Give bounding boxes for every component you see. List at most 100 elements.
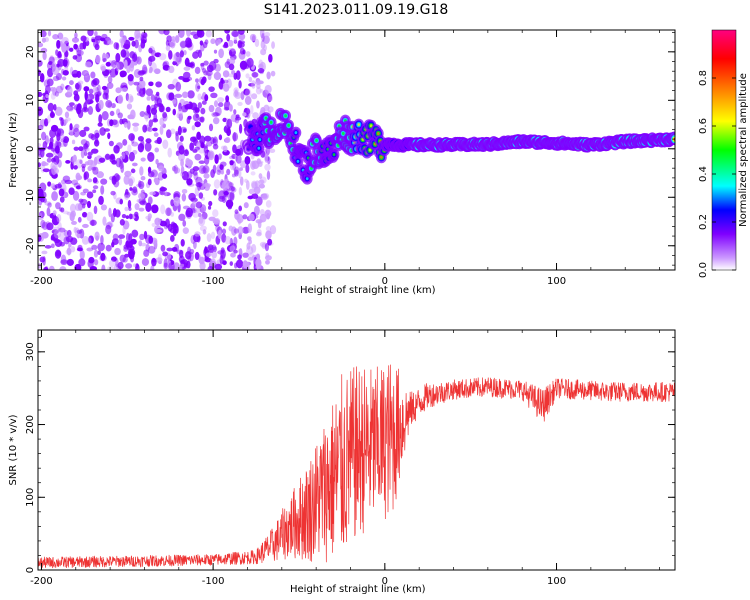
spectrogram-noise-speck xyxy=(208,86,215,92)
spectrogram-noise-speck xyxy=(165,45,171,51)
spectrogram-noise-speck xyxy=(113,42,119,50)
spectrogram-noise-speck xyxy=(213,189,218,196)
spectrogram-noise-speck xyxy=(178,113,184,121)
spectrogram-noise-speck xyxy=(147,245,156,254)
spectrogram-noise-speck xyxy=(222,145,228,153)
spectrogram-noise-speck xyxy=(204,155,210,165)
spectrogram-noise-speck xyxy=(203,173,210,179)
spectrogram-noise-speck xyxy=(261,33,265,42)
spectrogram-noise-speck xyxy=(119,118,124,125)
spectrogram-noise-speck xyxy=(56,52,63,59)
spectrogram-noise-speck xyxy=(199,206,205,213)
snr-x-tick-label: -100 xyxy=(202,576,225,587)
spectrogram-noise-speck xyxy=(186,178,193,186)
spectrogram-noise-speck xyxy=(159,117,165,127)
spectrogram-noise-speck xyxy=(125,232,130,243)
spectrogram-noise-speck xyxy=(224,30,230,34)
spectrogram-noise-speck xyxy=(47,115,51,123)
spectrogram-noise-speck xyxy=(154,217,161,226)
spectrogram-noise-speck xyxy=(107,75,113,84)
spectrogram-noise-speck xyxy=(51,165,57,176)
spectrogram-noise-speck xyxy=(117,261,124,270)
spectrogram-noise-speck xyxy=(115,157,122,168)
spectrogram-noise-speck xyxy=(73,182,81,188)
spectrogram-noise-speck xyxy=(167,223,173,232)
spectrogram-noise-speck xyxy=(207,266,214,270)
spectrogram-noise-speck xyxy=(99,37,106,42)
spectrogram-noise-speck xyxy=(46,157,52,163)
spectrogram-x-tick-label: -100 xyxy=(202,276,225,287)
spectrogram-noise-speck xyxy=(217,102,224,108)
spectrogram-noise-speck xyxy=(90,71,96,79)
spectrogram-noise-speck xyxy=(80,191,86,196)
spectrogram-noise-speck xyxy=(47,202,52,208)
spectrogram-noise-speck xyxy=(52,87,57,96)
spectrogram-noise-speck xyxy=(55,250,62,257)
spectrogram-noise-speck xyxy=(130,168,136,174)
colorbar-ticks: 0.0 0.2 0.4 0.6 0.8 xyxy=(698,70,736,278)
spectrogram-noise-speck xyxy=(215,106,222,117)
spectrogram-noise-speck xyxy=(242,214,248,220)
spectrogram-noise-speck xyxy=(228,104,233,112)
spectrogram-signal-mark xyxy=(284,114,287,118)
spectrogram-noise-speck xyxy=(183,149,190,157)
spectrogram-noise-speck xyxy=(127,176,136,184)
spectrogram-noise-speck xyxy=(209,258,216,265)
spectrogram-noise-speck xyxy=(97,84,101,93)
spectrogram-noise-speck xyxy=(59,232,65,241)
spectrogram-noise-speck xyxy=(113,145,120,154)
spectrogram-noise-speck xyxy=(153,177,159,183)
spectrogram-noise-speck xyxy=(148,81,154,87)
spectrogram-noise-speck xyxy=(88,133,94,139)
spectrogram-noise-speck xyxy=(221,233,227,243)
spectrogram-noise-speck xyxy=(128,213,133,220)
spectrogram-noise-speck xyxy=(180,238,185,247)
spectrogram-noise-speck xyxy=(178,75,185,80)
spectrogram-noise-speck xyxy=(97,250,101,255)
spectrogram-noise-speck xyxy=(38,106,44,116)
spectrogram-noise-speck xyxy=(207,73,212,81)
spectrogram-noise-speck xyxy=(265,200,272,208)
spectrogram-noise-speck xyxy=(235,148,242,156)
spectrogram-noise-speck xyxy=(224,190,229,198)
spectrogram-noise-speck xyxy=(129,187,133,191)
spectrogram-noise-speck xyxy=(83,86,90,92)
spectrogram-noise-speck xyxy=(51,191,58,202)
spectrogram-noise-speck xyxy=(226,33,231,42)
spectrogram-noise-speck xyxy=(200,78,206,86)
spectrogram-noise-speck xyxy=(177,152,185,162)
spectrogram-noise-speck xyxy=(261,194,268,201)
spectrogram-noise-speck xyxy=(91,79,98,88)
spectrogram-noise-speck xyxy=(42,197,47,203)
spectrogram-noise-speck xyxy=(38,142,42,148)
spectrogram-noise-speck xyxy=(248,188,255,195)
spectrogram-noise-speck xyxy=(55,106,63,116)
spectrogram-noise-speck xyxy=(92,189,97,194)
spectrogram-noise-speck xyxy=(125,92,129,101)
spectrogram-noise-speck xyxy=(205,30,212,38)
spectrogram-noise-speck xyxy=(126,120,131,130)
spectrogram-noise-speck xyxy=(38,91,41,98)
spectrogram-signal-mark xyxy=(357,123,361,127)
spectrogram-noise-speck xyxy=(48,60,53,66)
spectrogram-noise-speck xyxy=(138,192,146,200)
spectrogram-signal-mark xyxy=(368,148,372,152)
spectrogram-noise-speck xyxy=(159,186,166,196)
spectrogram-noise-speck xyxy=(110,190,116,196)
spectrogram-noise-speck xyxy=(55,85,64,94)
spectrogram-noise-speck xyxy=(247,223,253,234)
spectrogram-noise-speck xyxy=(45,93,49,99)
spectrogram-noise-speck xyxy=(50,183,56,189)
spectrogram-noise-speck xyxy=(177,125,182,136)
spectrogram-noise-speck xyxy=(72,190,80,201)
spectrogram-noise-speck xyxy=(151,49,157,57)
spectrogram-noise-speck xyxy=(165,207,172,217)
spectrogram-noise-speck xyxy=(66,247,72,256)
spectrogram-noise-speck xyxy=(73,226,77,233)
spectrogram-noise-speck xyxy=(181,91,189,99)
spectrogram-noise-speck xyxy=(125,215,130,219)
spectrogram-signal-mark xyxy=(380,155,383,159)
spectrogram-noise-speck xyxy=(127,73,134,82)
snr-y-tick-label: 0 xyxy=(25,567,36,573)
spectrogram-noise-speck xyxy=(222,117,227,123)
